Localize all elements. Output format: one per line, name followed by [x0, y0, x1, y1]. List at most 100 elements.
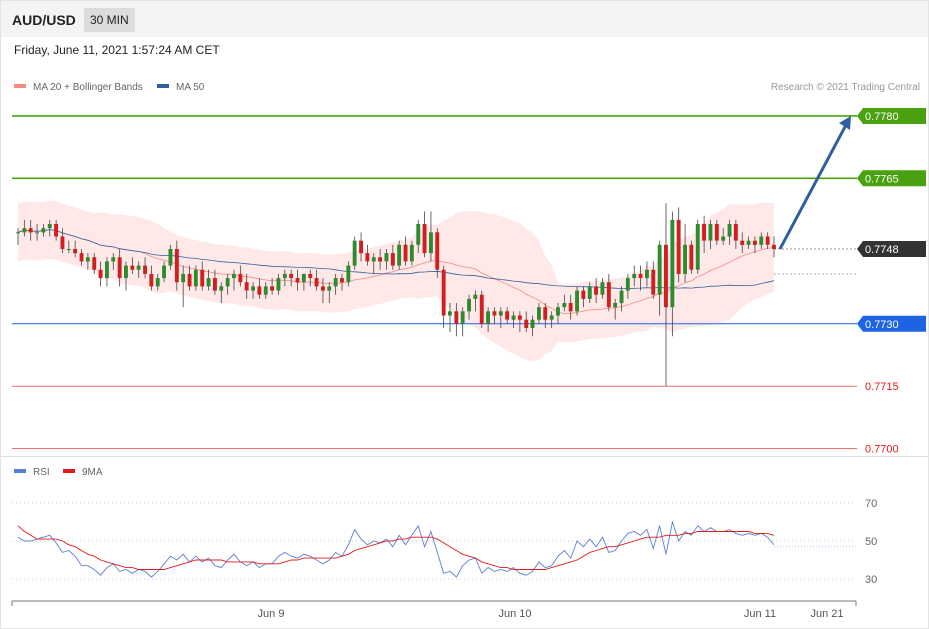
candle-body [416, 224, 421, 245]
candle-body [371, 257, 376, 262]
candle-body [193, 269, 198, 287]
candle-body [479, 294, 484, 324]
legend-ma20-label: MA 20 + Bollinger Bands [33, 82, 143, 93]
candle-body [124, 265, 128, 279]
candle-body [473, 294, 478, 299]
legend-9ma: 9MA [63, 467, 103, 478]
candle-body [225, 278, 230, 287]
candle-body [448, 311, 452, 316]
bollinger-band [18, 200, 774, 362]
level-label: 0.7765 [865, 173, 899, 185]
candle-body [695, 224, 700, 270]
legend-rsi-label: RSI [33, 467, 50, 478]
candle-body [594, 286, 598, 295]
candle-body [155, 278, 160, 287]
candle-body [562, 303, 567, 308]
candle-body [105, 261, 109, 278]
candle-body [54, 224, 58, 237]
candle-body [213, 278, 217, 291]
x-tick-label: Jun 10 [498, 608, 531, 620]
candle-body [263, 286, 268, 295]
candle-body [746, 240, 751, 245]
candle-body [270, 286, 274, 291]
timeframe-button[interactable]: 30 MIN [84, 8, 135, 32]
panel-divider [1, 456, 928, 457]
candle-body [92, 257, 97, 270]
candle-body [314, 278, 319, 287]
candle-body [714, 224, 719, 241]
ma9-swatch [63, 469, 75, 474]
candle-body [467, 298, 471, 312]
candle-body [35, 232, 39, 234]
candle-body [346, 265, 351, 283]
candle-body [289, 273, 294, 279]
level-label: 0.7700 [865, 444, 899, 456]
credit-text: Research © 2021 Trading Central [770, 82, 920, 93]
datetime-label: Friday, June 11, 2021 1:57:24 AM CET [14, 43, 220, 57]
ma50-line [17, 229, 775, 289]
candle-body [702, 224, 706, 241]
candle-body [79, 253, 84, 262]
legend-rsi: RSI [14, 467, 50, 478]
candle-body [498, 311, 503, 316]
candle-body [390, 253, 395, 266]
candle-body [187, 273, 192, 287]
x-tick-label: Jun 9 [258, 608, 285, 620]
level-label: 0.7715 [865, 381, 899, 393]
candle-body [282, 273, 287, 279]
rsi-ma-line [17, 525, 775, 570]
candle-body [721, 236, 726, 241]
candle-body [162, 265, 166, 279]
rsi-swatch [14, 469, 26, 474]
rsi-tick-label: 70 [865, 498, 877, 510]
forecast-arrow [778, 124, 848, 250]
candle-body [238, 273, 243, 283]
candle-body [352, 240, 357, 266]
candle-body [600, 282, 605, 295]
legend-ma50: MA 50 [157, 82, 204, 93]
candle-body [403, 244, 408, 262]
candle-body [645, 269, 649, 279]
candle-body [111, 257, 116, 262]
candle-body [143, 265, 147, 274]
candle-body [206, 278, 211, 287]
candle-body [308, 273, 313, 279]
ma20-swatch [14, 84, 26, 89]
candle-body [435, 232, 440, 270]
candle-body [384, 253, 389, 262]
ma50-swatch [157, 84, 169, 89]
candle-body [651, 269, 656, 295]
candle-body [441, 269, 446, 316]
candle-body [733, 224, 738, 241]
level-tag [857, 315, 926, 332]
candle-body [168, 249, 173, 266]
candle-body [759, 236, 764, 245]
candle-body [543, 307, 548, 320]
candle-body [136, 265, 141, 270]
candle-body [753, 240, 757, 245]
candle-body [740, 240, 745, 245]
candle-body [409, 244, 414, 262]
candle-body [219, 286, 224, 291]
candle-body [422, 224, 427, 254]
rsi-line [17, 520, 775, 578]
candle-body [429, 232, 433, 254]
level-label: 0.7730 [865, 319, 899, 331]
candle-body [549, 315, 554, 320]
candle-body [727, 224, 732, 237]
candle-body [575, 290, 579, 312]
candle-body [517, 315, 522, 320]
candle-body [85, 257, 90, 262]
candle-body [16, 232, 20, 234]
candle-body [22, 228, 27, 233]
candle-body [492, 311, 497, 316]
candle-body [47, 224, 52, 229]
candle-body [41, 228, 46, 233]
candle-body [524, 319, 529, 328]
candle-body [301, 273, 306, 283]
candle-body [200, 269, 205, 287]
level-tag [857, 170, 926, 187]
legend-ma20: MA 20 + Bollinger Bands [14, 82, 143, 93]
candle-body [638, 273, 643, 279]
